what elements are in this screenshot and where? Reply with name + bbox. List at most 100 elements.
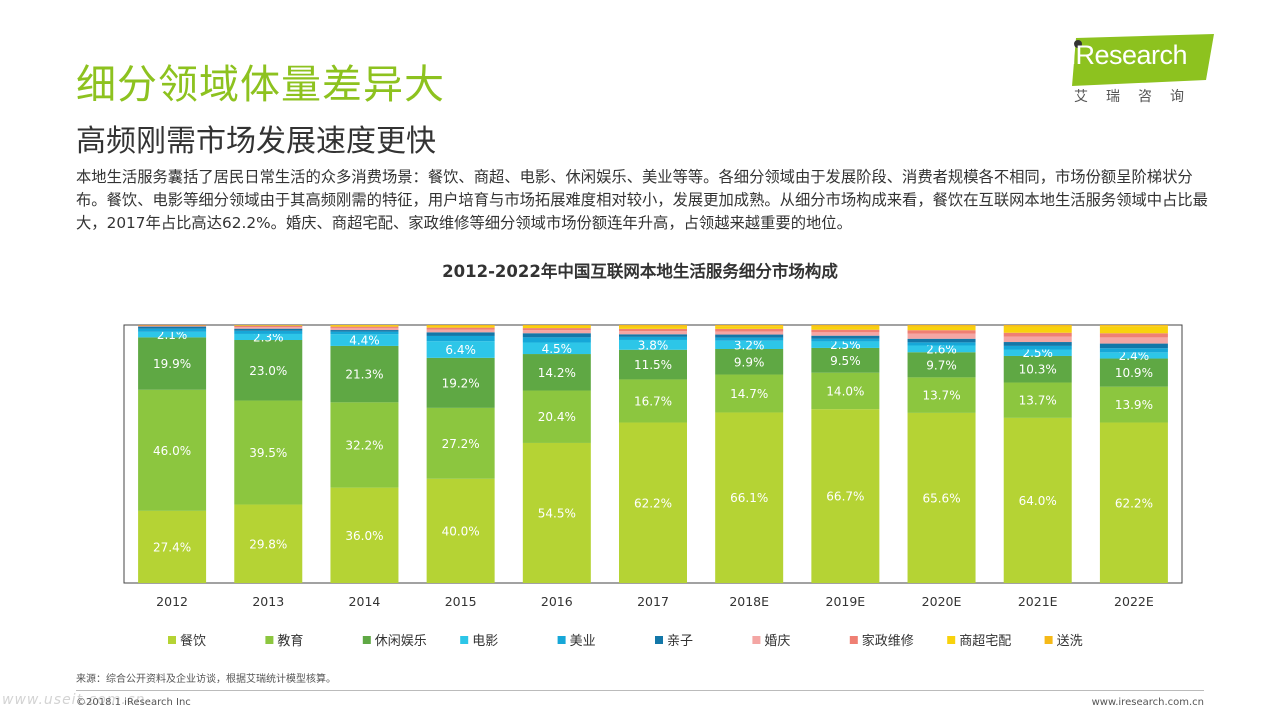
legend-swatch xyxy=(655,636,663,644)
x-tick-label: 2021E xyxy=(1018,594,1058,609)
bar-segment xyxy=(522,333,591,338)
data-label: 9.9% xyxy=(734,355,765,369)
bar-segment xyxy=(330,331,399,335)
bar-segment xyxy=(138,331,207,338)
bar-segment xyxy=(234,325,303,328)
bar-segment xyxy=(1099,352,1168,359)
x-tick-label: 2012 xyxy=(156,594,188,609)
data-label: 66.1% xyxy=(730,491,768,505)
data-label: 64.0% xyxy=(1019,494,1057,508)
bar-segment xyxy=(1003,349,1072,356)
bar-segment xyxy=(330,345,399,403)
legend-label: 家政维修 xyxy=(862,633,914,649)
bar-segment xyxy=(715,348,784,375)
bar-segment xyxy=(234,504,303,583)
bar-segment xyxy=(619,349,687,380)
data-label: 54.5% xyxy=(538,506,576,520)
bar-segment xyxy=(1003,332,1072,337)
bar-segment xyxy=(426,329,495,333)
data-label: 3.2% xyxy=(734,338,765,352)
legend-swatch xyxy=(752,636,761,644)
bar-segment xyxy=(811,325,880,327)
data-label: 20.4% xyxy=(538,410,576,424)
data-label: 9.7% xyxy=(926,358,957,372)
description-paragraph: 本地生活服务囊括了居民日常生活的众多消费场景：餐饮、商超、电影、休闲娱乐、美业等… xyxy=(76,168,1208,232)
data-label: 16.7% xyxy=(634,394,672,408)
bar-segment xyxy=(1099,333,1168,338)
bar-segment xyxy=(811,409,880,583)
legend-label: 电影 xyxy=(472,634,498,649)
data-label: 2.3% xyxy=(253,330,284,344)
bar-segment xyxy=(138,325,207,327)
data-label: 4.4% xyxy=(349,334,380,348)
bar-segment xyxy=(522,328,591,331)
legend-swatch xyxy=(265,636,274,644)
bar-segment xyxy=(522,354,591,391)
bar-segment xyxy=(907,338,976,343)
bar-segment xyxy=(715,328,784,332)
bar-segment xyxy=(138,337,207,390)
bar-segment xyxy=(426,327,495,330)
bar-segment xyxy=(1003,336,1072,343)
website-link[interactable]: www.iresearch.com.cn xyxy=(1091,697,1204,708)
bar-segment xyxy=(1099,325,1168,327)
legend-swatch xyxy=(168,636,176,644)
data-label: 6.4% xyxy=(445,343,476,357)
bar-segment xyxy=(522,330,591,334)
legend-swatch xyxy=(1044,636,1053,644)
data-label: 27.4% xyxy=(153,540,191,554)
bar-segment xyxy=(234,328,303,331)
data-label: 13.9% xyxy=(1115,398,1153,412)
legend-swatch xyxy=(362,636,371,644)
chart-title: 2012-2022年中国互联网本地生活服务细分市场构成 xyxy=(442,262,838,281)
bar-segment xyxy=(522,442,591,583)
bar-segment xyxy=(138,326,207,327)
data-label: 2.5% xyxy=(830,338,861,352)
bar-segment xyxy=(234,340,303,401)
data-label: 40.0% xyxy=(442,524,480,538)
data-label: 36.0% xyxy=(345,529,383,543)
data-label: 2.6% xyxy=(926,342,957,356)
bar-segment xyxy=(522,390,591,443)
bar-segment xyxy=(234,333,303,341)
bar-segment xyxy=(1099,326,1168,334)
bar-segment xyxy=(619,328,687,332)
legend-label: 亲子 xyxy=(667,634,693,649)
data-label: 2.5% xyxy=(1022,346,1053,360)
bar-segment xyxy=(715,412,784,583)
bar-segment xyxy=(330,487,399,583)
bar-segment xyxy=(811,326,880,330)
bar-segment xyxy=(715,337,784,341)
bar-segment xyxy=(1003,326,1072,333)
bar-segment xyxy=(811,329,880,333)
bar-segment xyxy=(619,325,687,327)
page-title: 细分领域体量差异大 xyxy=(76,62,445,108)
bar-segment xyxy=(619,336,687,340)
data-label: 27.2% xyxy=(442,437,480,451)
data-label: 19.2% xyxy=(442,376,480,390)
bar-segment xyxy=(426,335,495,342)
bar-segment xyxy=(1003,342,1072,346)
data-label: 14.0% xyxy=(826,384,864,398)
bar-segment xyxy=(426,341,495,358)
data-label: 9.5% xyxy=(830,354,861,368)
bar-segment xyxy=(715,325,784,327)
bar-segment xyxy=(1003,382,1072,418)
logo-subtitle: 艾瑞咨询 xyxy=(1074,89,1202,105)
data-label: 46.0% xyxy=(153,444,191,458)
bar-segment xyxy=(234,325,303,326)
bar-segment xyxy=(234,400,303,505)
bar-segment xyxy=(234,327,303,329)
legend-label: 教育 xyxy=(277,633,303,649)
x-tick-label: 2017 xyxy=(637,594,669,609)
data-label: 29.8% xyxy=(249,537,287,551)
bar-segment xyxy=(619,326,687,329)
bar-segment xyxy=(715,331,784,335)
bar-segment xyxy=(619,334,687,337)
bar-segment xyxy=(522,337,591,343)
bar-segment xyxy=(907,330,976,334)
legend-label: 餐饮 xyxy=(180,633,206,649)
bar-segment xyxy=(1099,422,1168,583)
bar-segment xyxy=(426,332,495,336)
